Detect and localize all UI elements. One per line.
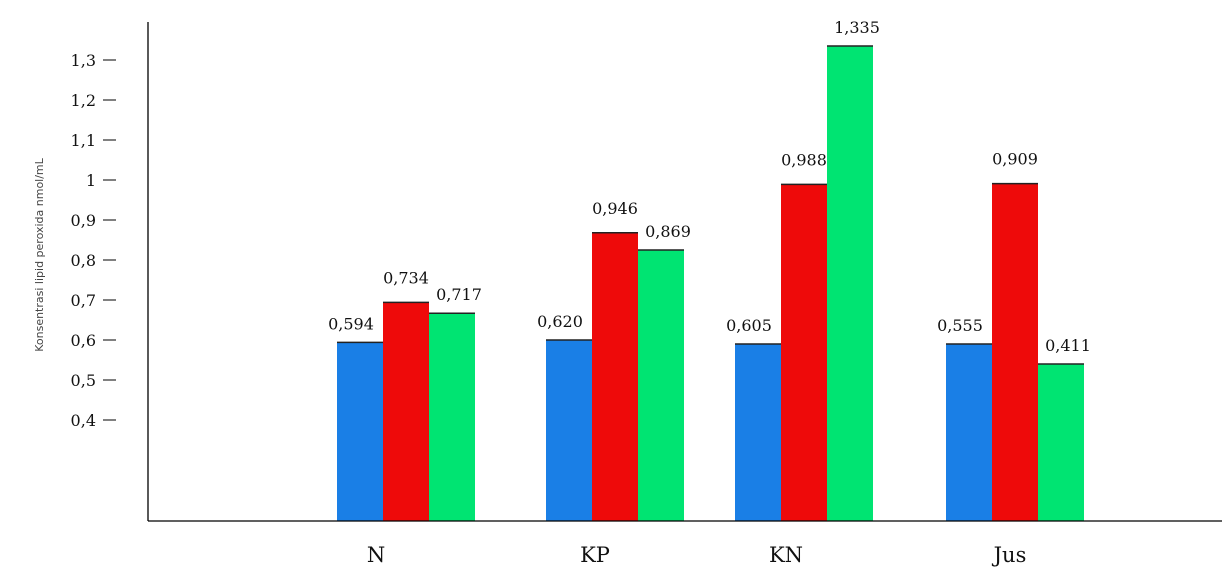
bar-jus-s3 bbox=[1038, 364, 1084, 521]
axes-layer bbox=[147, 22, 1222, 522]
y-tick-label: 1,2 bbox=[71, 91, 96, 110]
category-label-jus: Jus bbox=[992, 543, 1027, 567]
data-label-kn-s3: 1,335 bbox=[834, 18, 880, 37]
category-label-kn: KN bbox=[769, 543, 803, 567]
bar-kp-s2 bbox=[592, 232, 638, 522]
y-tick-label: 0,9 bbox=[71, 211, 96, 230]
bars-layer bbox=[337, 45, 1084, 522]
category-labels-layer: N KP KN Jus bbox=[367, 543, 1027, 567]
category-label-n: N bbox=[367, 543, 385, 567]
data-label-n-s3: 0,717 bbox=[436, 285, 482, 304]
data-label-kn-s2: 0,988 bbox=[781, 150, 827, 169]
y-tick-label: 1,3 bbox=[71, 51, 96, 70]
bar-kn-s1 bbox=[735, 344, 781, 521]
bar-kn-s2 bbox=[781, 184, 827, 521]
y-tick-label: 0,6 bbox=[71, 331, 96, 350]
bar-kp-s3 bbox=[638, 250, 684, 521]
bar-kn-s3 bbox=[827, 46, 873, 521]
data-label-kn-s1: 0,605 bbox=[726, 316, 772, 335]
data-label-jus-s2: 0,909 bbox=[992, 150, 1038, 169]
bar-n-s2 bbox=[383, 302, 429, 521]
data-label-kp-s3: 0,869 bbox=[645, 222, 691, 241]
data-label-kp-s2: 0,946 bbox=[592, 199, 638, 218]
y-tick-label: 0,8 bbox=[71, 251, 96, 270]
y-axis-label: Konsentrasi lipid peroxida nmol/mL bbox=[33, 157, 46, 351]
y-tick-label: 0,5 bbox=[71, 371, 96, 390]
bar-jus-s2 bbox=[992, 183, 1038, 521]
bar-n-s1 bbox=[337, 342, 383, 521]
data-label-jus-s1: 0,555 bbox=[937, 316, 983, 335]
y-tick-label: 1,1 bbox=[71, 131, 96, 150]
bar-n-s3 bbox=[429, 313, 475, 521]
y-tick-label: 1 bbox=[86, 171, 96, 190]
y-tick-label: 0,4 bbox=[71, 411, 96, 430]
data-label-kp-s1: 0,620 bbox=[537, 312, 583, 331]
data-label-n-s1: 0,594 bbox=[328, 314, 374, 333]
y-tick-label: 0,7 bbox=[71, 291, 96, 310]
category-label-kp: KP bbox=[580, 543, 610, 567]
bar-jus-s1 bbox=[946, 344, 992, 521]
data-label-n-s2: 0,734 bbox=[383, 268, 429, 287]
data-label-jus-s3: 0,411 bbox=[1045, 336, 1091, 355]
bar-kp-s1 bbox=[546, 340, 592, 521]
y-ticks-layer: 0,4 0,5 0,6 0,7 0,8 0,9 1 1,1 1,2 1,3 bbox=[71, 51, 116, 430]
data-labels-layer: 0,594 0,734 0,717 0,620 0,946 0,869 0,605 0,988… bbox=[328, 18, 1091, 355]
